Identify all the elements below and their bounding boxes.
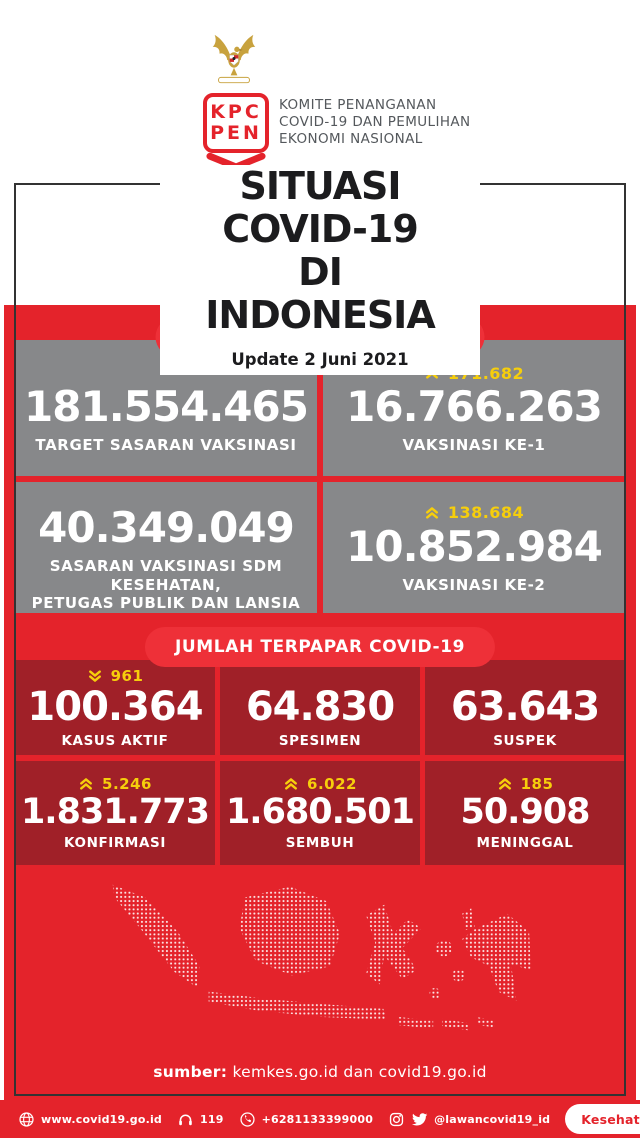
stat-delta-value: 6.022 [307,774,357,793]
stat-spesimen: 0 64.830 SPESIMEN [220,660,420,755]
footer-whatsapp: +6281133399000 [239,1111,374,1128]
stat-target-sasaran-vaksinasi: 0 181.554.465 TARGET SASARAN VAKSINASI [15,340,317,476]
instagram-icon [389,1112,404,1126]
stat-label: SPESIMEN [278,732,362,749]
stat-delta-value: 138.684 [447,503,525,523]
stat-suspek: 0 63.643 SUSPEK [425,660,625,755]
stat-value: 40.349.049 [38,502,295,552]
indonesia-dot-map [112,884,531,1031]
org-name-line3: EKONOMI NASIONAL [279,131,423,147]
org-name: KOMITE PENANGANAN COVID-19 DAN PEMULIHAN… [279,97,471,148]
stat-konfirmasi: 5.246 1.831.773 KONFIRMASI [15,761,215,865]
stat-delta-value: 5.246 [102,774,152,793]
stat-delta-value: 185 [520,774,554,793]
vaccination-grid: 0 181.554.465 TARGET SASARAN VAKSINASI 1… [15,340,625,613]
footer-website-text: www.covid19.go.id [41,1112,162,1126]
page-title: SITUASI COVID-19 DI INDONESIA Update 2 J… [160,165,480,375]
stat-delta-value: 961 [110,666,144,685]
stat-delta: 5.246 [78,774,152,794]
source-text: kemkes.go.id dan covid19.go.id [227,1063,487,1081]
title-line1: SITUASI COVID-19 [222,164,419,251]
stat-kasus-aktif: 961 100.364 KASUS AKTIF [15,660,215,755]
footer-bar: www.covid19.go.id 119 +6281133399000 [0,1100,640,1138]
stat-value: 64.830 [245,683,395,730]
org-name-line2: COVID-19 DAN PEMULIHAN [279,114,471,130]
stat-value: 100.364 [27,683,203,730]
red-content-area: DATA VAKSINASI COVID-19 0 181.554.465 TA… [4,305,636,1138]
stat-value: 50.908 [460,791,590,832]
kpc-text: KPC [210,100,262,123]
stat-delta: 6.022 [283,774,357,794]
org-name-line1: KOMITE PENANGANAN [279,97,437,113]
source-line: sumber: kemkes.go.id dan covid19.go.id [4,1063,636,1081]
footer-whatsapp-text: +6281133399000 [261,1112,374,1126]
stat-label: MENINGGAL [476,835,574,852]
whatsapp-icon [239,1111,255,1127]
stat-value: 1.680.501 [225,791,415,832]
stat-label: KONFIRMASI [64,835,166,852]
source-prefix: sumber: [153,1063,228,1081]
stat-value: 1.831.773 [20,791,210,832]
exposure-grid: 961 100.364 KASUS AKTIF 0 64.830 SPESIME… [15,660,625,865]
stat-label: TARGET SASARAN VAKSINASI [35,436,297,455]
headset-icon [179,1114,192,1125]
chevrons-up-icon [425,506,438,519]
stat-value: 181.554.465 [24,382,309,432]
globe-icon [19,1111,34,1127]
footer-hotline: 119 [177,1111,224,1128]
stat-delta: 961 [87,666,144,686]
stat-label: SASARAN VAKSINASI SDM KESEHATAN, PETUGAS… [31,556,301,613]
stat-sembuh: 6.022 1.680.501 SEMBUH [220,761,420,865]
kpcpen-logo: KPC PEN [203,93,269,153]
stat-delta: 138.684 [424,501,524,525]
update-date: Update 2 Juni 2021 [231,349,409,369]
stat-delta: 185 [497,774,554,794]
slogan-badge: Kesehatan Pulih, Ekonomi Bangkit [565,1104,640,1134]
footer-social-text: @lawancovid19_id [434,1112,551,1126]
stat-value: 63.643 [450,683,600,730]
stat-sasaran-vaksinasi-sdm: 0 40.349.049 SASARAN VAKSINASI SDM KESEH… [15,482,317,613]
stat-label: SUSPEK [493,732,557,749]
twitter-icon [412,1112,428,1126]
stat-label: VAKSINASI KE-1 [402,436,546,455]
chevrons-up-icon [80,777,93,790]
pen-text: PEN [210,122,262,144]
stat-value: 16.766.263 [346,382,603,432]
stat-value: 10.852.984 [346,521,603,571]
garuda-emblem [212,34,256,84]
stat-vaksinasi-ke-2: 138.684 10.852.984 VAKSINASI KE-2 [323,482,625,613]
footer-website: www.covid19.go.id [18,1111,162,1128]
chevrons-down-icon [88,669,101,682]
footer-social: @lawancovid19_id [388,1111,550,1128]
stat-label: VAKSINASI KE-2 [402,575,546,594]
chevrons-up-icon [285,777,298,790]
stat-label: SEMBUH [285,835,355,852]
footer-hotline-text: 119 [200,1112,224,1126]
title-line2: DI INDONESIA [205,249,435,337]
stat-meninggal: 185 50.908 MENINGGAL [425,761,625,865]
stat-label: KASUS AKTIF [61,732,169,749]
chevrons-up-icon [498,777,511,790]
exposure-banner: JUMLAH TERPAPAR COVID-19 [144,627,496,667]
